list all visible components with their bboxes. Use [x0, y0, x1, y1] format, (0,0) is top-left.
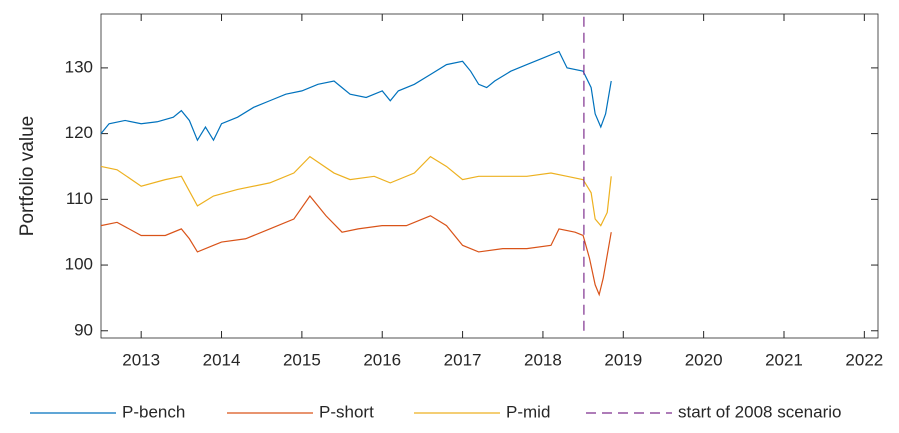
series-line	[100, 195, 612, 297]
x-tick-label: 2019	[604, 350, 642, 369]
x-tick-label: 2020	[685, 350, 723, 369]
series-line	[100, 155, 612, 227]
x-tick-label: 2022	[845, 350, 883, 369]
series-line	[100, 50, 612, 142]
y-tick-label: 120	[65, 123, 93, 142]
legend-label: P-mid	[506, 402, 550, 421]
x-tick-label: 2018	[524, 350, 562, 369]
y-tick-label: 110	[66, 189, 93, 208]
y-tick-label: 90	[74, 320, 93, 339]
plot-frame	[100, 13, 879, 339]
legend-label: P-short	[319, 402, 374, 421]
y-axis-label: Portfolio value	[17, 116, 38, 236]
y-tick-label: 100	[65, 255, 93, 274]
legend-label: P-bench	[122, 402, 185, 421]
x-tick-label: 2014	[203, 350, 241, 369]
x-tick-label: 2021	[765, 350, 803, 369]
x-tick-label: 2017	[444, 350, 482, 369]
x-tick-label: 2016	[363, 350, 401, 369]
y-tick-label: 130	[65, 57, 93, 76]
legend-label: start of 2008 scenario	[678, 402, 841, 421]
x-tick-label: 2015	[283, 350, 321, 369]
x-tick-label: 2013	[122, 350, 160, 369]
